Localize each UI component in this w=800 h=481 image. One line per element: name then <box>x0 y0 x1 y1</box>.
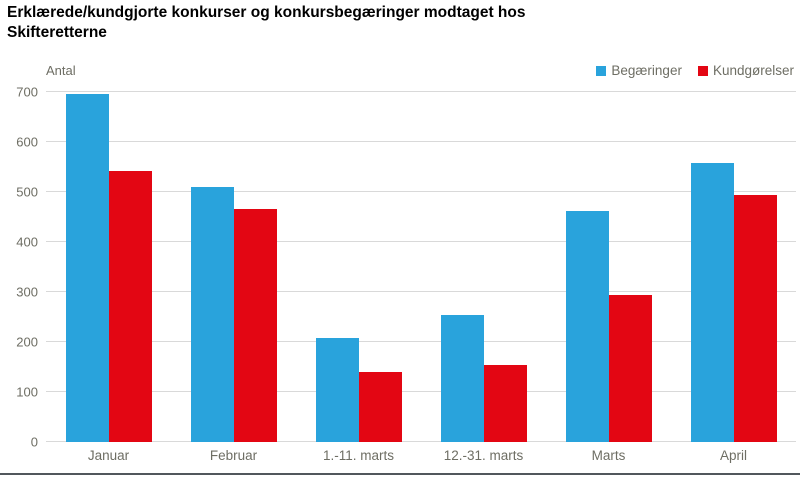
x-axis-tick-label: 1.-11. marts <box>322 448 395 463</box>
plot-area <box>46 91 796 442</box>
bar-group-3 <box>296 92 421 442</box>
y-axis-title: Antal <box>46 63 76 78</box>
gridline <box>46 441 796 442</box>
x-axis-tick-label: 12.-31. marts <box>443 448 524 463</box>
bar-group-1 <box>46 92 171 442</box>
bar <box>440 315 484 442</box>
chart-title: Erklærede/kundgjorte konkurser og konkur… <box>7 4 526 41</box>
legend: Begæringer Kundgørelser <box>596 63 794 78</box>
bar-group-4 <box>421 92 546 442</box>
gridline <box>46 291 796 292</box>
legend-item: Begæringer <box>596 63 682 78</box>
bar <box>108 170 152 442</box>
bar <box>190 186 234 442</box>
legend-swatch-icon <box>697 65 708 76</box>
bar <box>315 337 359 442</box>
bottom-rule <box>0 473 800 475</box>
bar <box>358 372 402 442</box>
y-axis-tick-label: 400 <box>16 234 38 250</box>
y-axis-tick-label: 600 <box>16 134 38 150</box>
bar-groups <box>46 92 796 442</box>
bar-group-2 <box>171 92 296 442</box>
legend-label: Kundgørelser <box>712 63 794 78</box>
bar <box>608 294 652 442</box>
gridline <box>46 341 796 342</box>
y-axis-tick-label: 500 <box>16 184 38 200</box>
bar <box>565 210 609 442</box>
y-axis-tick-label: 700 <box>16 84 38 100</box>
legend-label: Begæringer <box>611 63 682 78</box>
y-axis-tick-label: 0 <box>30 434 38 450</box>
y-axis-tick-label: 100 <box>16 384 38 400</box>
y-axis-tick-label: 300 <box>16 284 38 300</box>
gridline <box>46 91 796 92</box>
gridline <box>46 141 796 142</box>
bar <box>690 163 734 442</box>
bar-group-6 <box>671 92 796 442</box>
y-axis-tick-label: 200 <box>16 334 38 350</box>
x-axis-tick-label: Januar <box>87 448 130 463</box>
bar <box>733 195 777 442</box>
gridline <box>46 191 796 192</box>
bar <box>65 93 109 442</box>
gridline <box>46 241 796 242</box>
bar <box>483 364 527 442</box>
x-axis-tick-label: Marts <box>591 448 626 463</box>
legend-swatch-icon <box>596 65 607 76</box>
bar-group-5 <box>546 92 671 442</box>
bar <box>233 209 277 442</box>
gridline <box>46 391 796 392</box>
x-axis-tick-labels: Januar Februar 1.-11. marts 12.-31. marts Ma… <box>46 448 796 463</box>
x-axis-tick-label: Februar <box>209 448 258 463</box>
x-axis-tick-label: April <box>719 448 747 463</box>
y-axis-tick-labels: 0 100 200 300 400 500 600 700 <box>0 85 38 450</box>
legend-item: Kundgørelser <box>697 63 794 78</box>
